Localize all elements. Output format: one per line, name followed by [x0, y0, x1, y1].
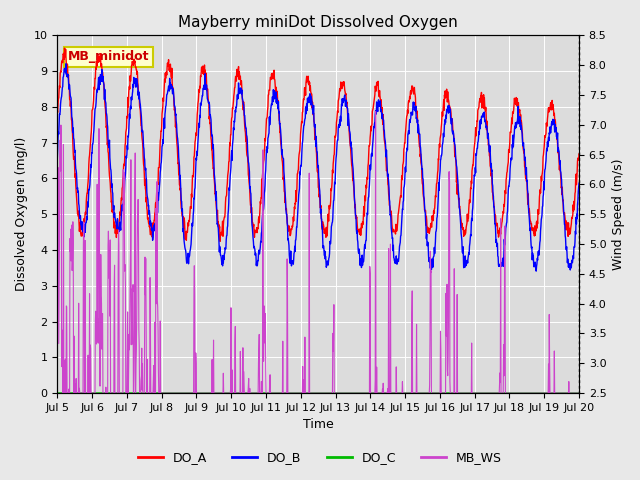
Y-axis label: Dissolved Oxygen (mg/l): Dissolved Oxygen (mg/l)	[15, 137, 28, 291]
Y-axis label: Wind Speed (m/s): Wind Speed (m/s)	[612, 158, 625, 270]
X-axis label: Time: Time	[303, 419, 333, 432]
Title: Mayberry miniDot Dissolved Oxygen: Mayberry miniDot Dissolved Oxygen	[179, 15, 458, 30]
Legend: DO_A, DO_B, DO_C, MB_WS: DO_A, DO_B, DO_C, MB_WS	[133, 446, 507, 469]
Text: MB_minidot: MB_minidot	[68, 50, 149, 63]
